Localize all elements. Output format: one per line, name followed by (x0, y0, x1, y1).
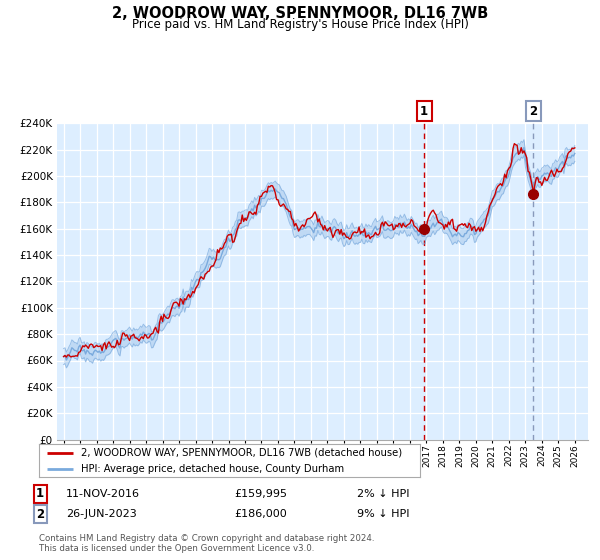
Text: 26-JUN-2023: 26-JUN-2023 (66, 509, 137, 519)
Text: 2, WOODROW WAY, SPENNYMOOR, DL16 7WB: 2, WOODROW WAY, SPENNYMOOR, DL16 7WB (112, 6, 488, 21)
Text: 11-NOV-2016: 11-NOV-2016 (66, 489, 140, 499)
Text: 2, WOODROW WAY, SPENNYMOOR, DL16 7WB (detached house): 2, WOODROW WAY, SPENNYMOOR, DL16 7WB (de… (81, 448, 402, 458)
Text: £159,995: £159,995 (234, 489, 287, 499)
Text: 9% ↓ HPI: 9% ↓ HPI (357, 509, 409, 519)
Text: 1: 1 (420, 105, 428, 118)
Text: 2: 2 (36, 507, 44, 521)
Text: 1: 1 (36, 487, 44, 501)
Text: HPI: Average price, detached house, County Durham: HPI: Average price, detached house, Coun… (81, 464, 344, 474)
Text: Price paid vs. HM Land Registry's House Price Index (HPI): Price paid vs. HM Land Registry's House … (131, 18, 469, 31)
Text: 2: 2 (529, 105, 538, 118)
Text: 2% ↓ HPI: 2% ↓ HPI (357, 489, 409, 499)
Text: £186,000: £186,000 (234, 509, 287, 519)
Text: Contains HM Land Registry data © Crown copyright and database right 2024.
This d: Contains HM Land Registry data © Crown c… (39, 534, 374, 553)
